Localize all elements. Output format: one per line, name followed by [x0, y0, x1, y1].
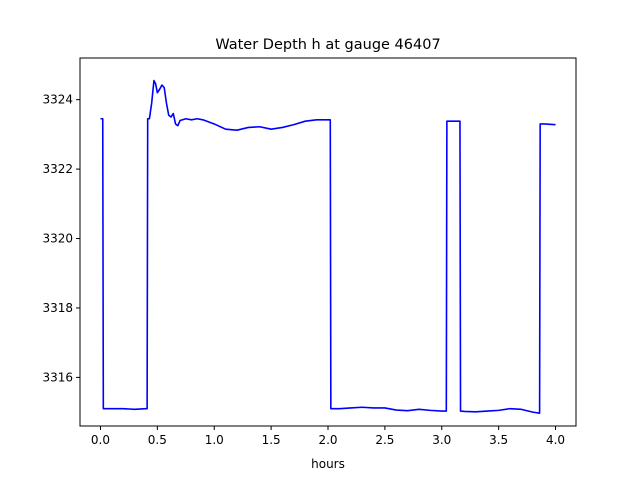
x-tick-label: 3.0 — [432, 433, 451, 447]
series-line-0 — [100, 79, 556, 414]
y-tick-label: 3322 — [42, 162, 73, 176]
chart-title: Water Depth h at gauge 46407 — [215, 37, 440, 53]
x-tick-label: 3.5 — [489, 433, 508, 447]
x-axis: 0.0 0.5 1.0 1.5 2.0 2.5 3.0 3.5 4.0 — [91, 426, 565, 447]
x-tick-label: 1.0 — [205, 433, 224, 447]
x-tick-label: 2.0 — [318, 433, 337, 447]
x-tick-label: 4.0 — [546, 433, 565, 447]
x-tick-label: 0.0 — [91, 433, 110, 447]
x-axis-label: hours — [311, 457, 345, 471]
y-tick-label: 3316 — [42, 370, 73, 384]
plot-area — [100, 79, 556, 414]
x-tick-label: 2.5 — [375, 433, 394, 447]
y-tick-label: 3320 — [42, 232, 73, 246]
x-tick-label: 1.5 — [262, 433, 281, 447]
plot-frame — [79, 57, 577, 427]
x-tick-label: 0.5 — [148, 433, 167, 447]
y-tick-label: 3324 — [42, 93, 73, 107]
y-tick-label: 3318 — [42, 301, 73, 315]
y-axis: 3316 3318 3320 3322 3324 — [42, 93, 80, 384]
